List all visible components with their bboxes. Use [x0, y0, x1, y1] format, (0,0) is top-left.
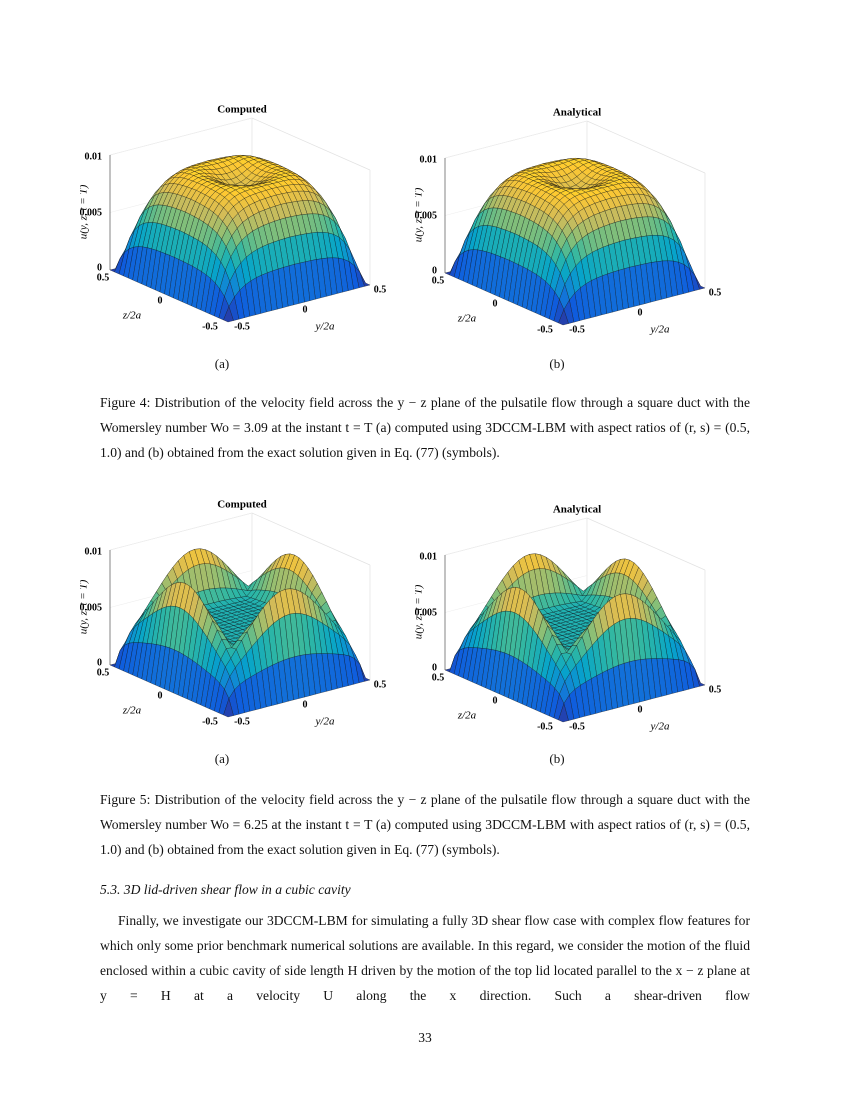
z-axis-label: z/2a [457, 710, 477, 722]
y-axis-label: y/2a [315, 321, 335, 333]
y-tick-label: -0.5 [234, 321, 250, 332]
z-tick-label: 0.5 [97, 272, 110, 283]
v-tick-label: 0 [97, 262, 102, 273]
v-tick-label: 0.005 [80, 207, 102, 218]
v-tick-label: 0.01 [420, 551, 438, 562]
v-tick-label: 0.01 [420, 154, 438, 165]
z-axis-label: z/2a [122, 310, 142, 322]
box-edge [444, 120, 588, 159]
plot-title: Analytical [553, 504, 601, 516]
z-axis-label: z/2a [457, 313, 477, 325]
z-tick-label: -0.5 [202, 716, 218, 727]
z-tick-label: 0.5 [432, 275, 445, 286]
v-tick-label: 0.01 [85, 151, 103, 162]
v-tick-label: 0.01 [85, 546, 103, 557]
z-tick-label: 0 [158, 690, 163, 701]
z-tick-label: -0.5 [202, 321, 218, 332]
v-tick-label: 0.005 [415, 607, 437, 618]
subfigure-tag: (a) [214, 356, 230, 371]
y-tick-label: 0 [638, 307, 643, 318]
v-axis-label: u(y, z, t = T) [415, 187, 425, 242]
z-tick-label: 0 [493, 695, 498, 706]
v-tick-label: 0.005 [415, 210, 437, 221]
v-axis-label: u(y, z, t = T) [80, 184, 90, 239]
z-tick-label: 0.5 [97, 667, 110, 678]
y-tick-label: -0.5 [569, 324, 585, 335]
y-tick-label: 0.5 [374, 679, 387, 690]
v-tick-label: 0 [432, 265, 437, 276]
y-tick-label: 0.5 [709, 287, 722, 298]
z-tick-label: 0.5 [432, 672, 445, 683]
box-edge [251, 512, 371, 566]
y-tick-label: -0.5 [234, 716, 250, 727]
surface-patch [223, 306, 234, 323]
v-axis-label: u(y, z, t = T) [415, 584, 425, 639]
subfigure-tag: (a) [214, 751, 230, 766]
y-tick-label: -0.5 [569, 721, 585, 732]
paragraph: Finally, we investigate our 3DCCM-LBM fo… [100, 913, 750, 1003]
z-tick-label: 0 [158, 295, 163, 306]
surface-patch [223, 698, 234, 718]
plot-title: Computed [217, 104, 267, 116]
y-tick-label: 0 [303, 304, 308, 315]
subfigure-tag: (b) [549, 751, 565, 766]
page-number: 33 [418, 1030, 432, 1045]
figure-caption: Figure 4: Distribution of the velocity f… [100, 395, 750, 460]
figure-caption: Figure 5: Distribution of the velocity f… [100, 792, 750, 857]
v-tick-label: 0.005 [80, 602, 102, 613]
box-edge [586, 120, 706, 174]
box-edge [586, 517, 706, 571]
surface-patch [558, 309, 569, 326]
z-axis-label: z/2a [122, 705, 142, 717]
z-tick-label: 0 [493, 298, 498, 309]
v-tick-label: 0 [97, 657, 102, 668]
box-edge [109, 117, 253, 156]
plot-title: Computed [217, 499, 267, 511]
subfigure-tag: (b) [549, 356, 565, 371]
z-tick-label: -0.5 [537, 324, 553, 335]
v-axis-label: u(y, z, t = T) [80, 579, 90, 634]
y-tick-label: 0.5 [374, 284, 387, 295]
z-tick-label: -0.5 [537, 721, 553, 732]
section-heading: 5.3. 3D lid-driven shear flow in a cubic… [100, 882, 351, 897]
box-edge [444, 517, 588, 556]
box-edge [251, 117, 371, 171]
plot-title: Analytical [553, 107, 601, 119]
y-axis-label: y/2a [650, 324, 670, 336]
v-tick-label: 0 [432, 662, 437, 673]
y-tick-label: 0 [303, 699, 308, 710]
y-tick-label: 0.5 [709, 684, 722, 695]
surface-patch [558, 703, 569, 723]
y-axis-label: y/2a [315, 716, 335, 728]
box-edge [109, 512, 253, 551]
y-axis-label: y/2a [650, 721, 670, 733]
y-tick-label: 0 [638, 704, 643, 715]
